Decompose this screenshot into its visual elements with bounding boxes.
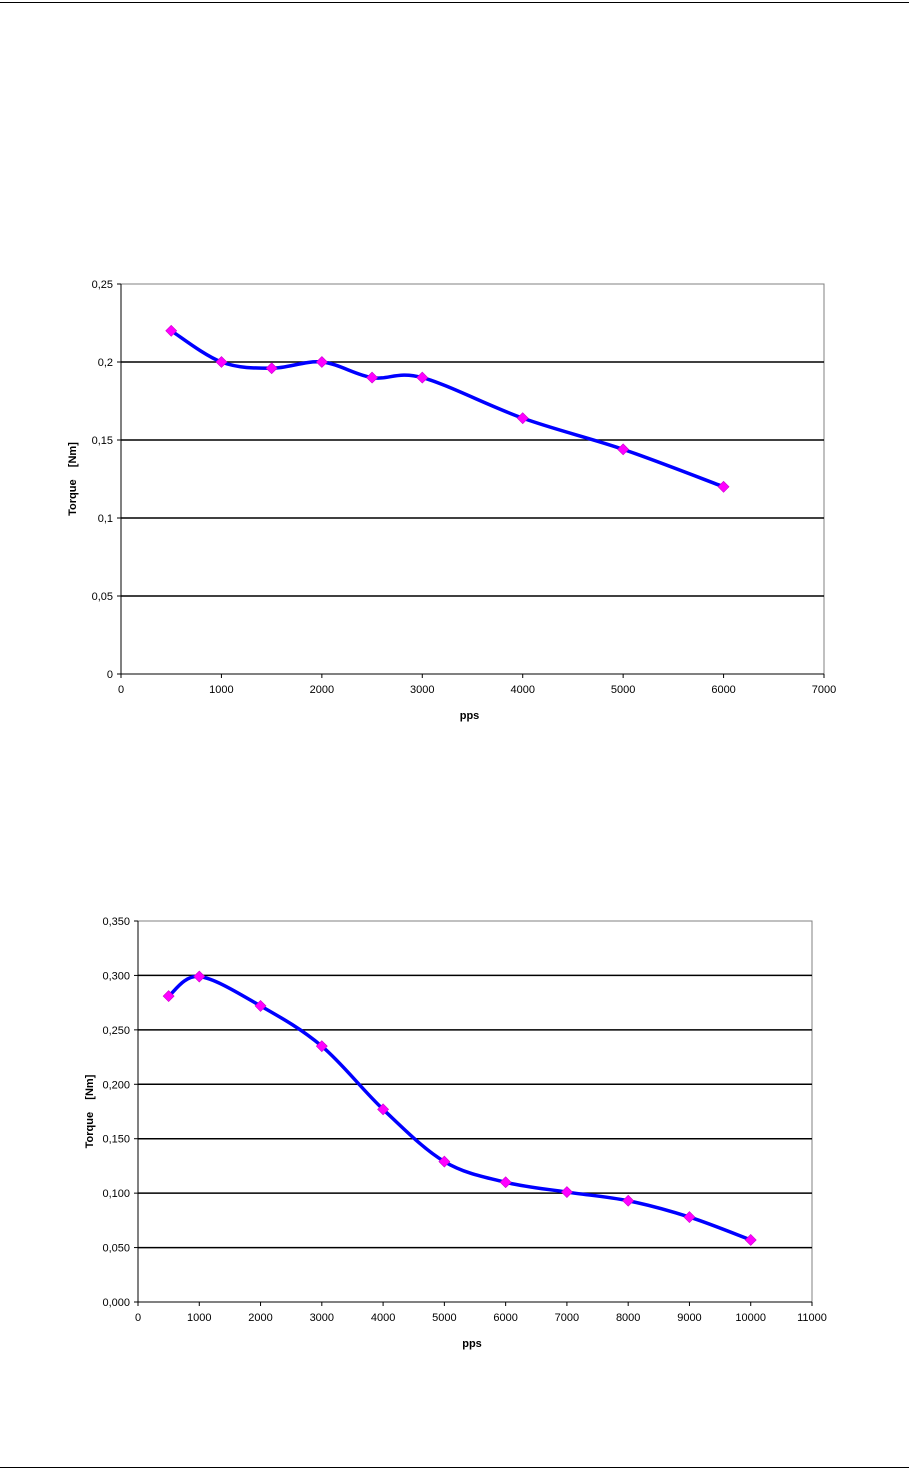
x-tick-label: 7000 xyxy=(555,1312,579,1324)
x-tick-label: 4000 xyxy=(371,1312,395,1324)
x-tick-label: 0 xyxy=(118,684,124,696)
x-tick-label: 6000 xyxy=(493,1312,517,1324)
data-point-marker xyxy=(683,1211,696,1224)
x-tick-label: 9000 xyxy=(677,1312,701,1324)
data-point-marker xyxy=(162,990,175,1003)
data-point-marker xyxy=(377,1103,390,1116)
data-point-marker xyxy=(560,1186,573,1198)
y-tick-label: 0,1 xyxy=(98,513,113,525)
y-tick-label: 0,05 xyxy=(92,591,113,603)
data-point-marker xyxy=(265,362,278,375)
y-tick-label: 0,350 xyxy=(102,916,130,928)
x-tick-label: 2000 xyxy=(310,684,334,696)
x-tick-label: 2000 xyxy=(248,1312,272,1324)
data-point-marker xyxy=(516,412,529,425)
x-tick-label: 8000 xyxy=(616,1312,640,1324)
x-tick-label: 3000 xyxy=(310,1312,334,1324)
data-point-marker xyxy=(215,356,228,368)
y-tick-label: 0,100 xyxy=(102,1188,130,1200)
data-point-marker xyxy=(366,371,378,384)
page-bottom-rule xyxy=(0,1467,909,1468)
data-point-marker xyxy=(622,1194,635,1207)
x-tick-label: 5000 xyxy=(611,684,635,696)
x-tick-label: 4000 xyxy=(510,684,534,696)
data-point-marker xyxy=(416,371,429,384)
x-axis-title: pps xyxy=(462,1338,482,1350)
data-point-marker xyxy=(438,1155,451,1168)
plot-area xyxy=(137,920,813,1303)
x-tick-label: 7000 xyxy=(812,684,836,696)
torque-chart-1: 0 0,05 0,1 0,15 0,2 0,25 0 1000 2000 3000 4000 5000… xyxy=(67,279,836,722)
x-tick-label: 11000 xyxy=(797,1312,827,1324)
x-tick-label: 0 xyxy=(135,1312,141,1324)
x-tick-label: 6000 xyxy=(711,684,735,696)
y-tick-label: 0,300 xyxy=(102,970,130,982)
data-point-marker xyxy=(165,324,178,337)
x-tick-label: 1000 xyxy=(209,684,233,696)
y-tick-label: 0,150 xyxy=(102,1134,130,1146)
y-tick-label: 0,15 xyxy=(92,435,113,447)
data-point-marker xyxy=(315,1040,328,1053)
data-point-marker xyxy=(717,480,730,493)
y-tick-label: 0,000 xyxy=(102,1297,130,1309)
page-top-rule xyxy=(0,2,909,3)
data-point-marker xyxy=(315,356,328,368)
y-tick-label: 0,25 xyxy=(92,279,113,291)
y-axis-title: Torque [Nm] xyxy=(67,442,79,516)
x-axis-title: pps xyxy=(460,710,480,722)
data-point-marker xyxy=(617,443,630,456)
y-tick-label: 0,050 xyxy=(102,1243,130,1255)
x-tick-label: 3000 xyxy=(410,684,434,696)
series-line xyxy=(166,974,753,1242)
y-tick-label: 0 xyxy=(107,669,113,681)
x-tick-label: 10000 xyxy=(735,1312,766,1324)
data-point-marker xyxy=(744,1234,757,1246)
y-tick-label: 0,2 xyxy=(98,357,113,369)
y-tick-label: 0,250 xyxy=(102,1025,130,1037)
data-point-marker xyxy=(254,999,267,1012)
data-point-marker xyxy=(193,970,206,983)
y-tick-label: 0,200 xyxy=(102,1079,130,1091)
x-tick-label: 5000 xyxy=(432,1312,456,1324)
x-tick-label: 1000 xyxy=(187,1312,211,1324)
data-point-marker xyxy=(499,1176,512,1189)
series-line xyxy=(169,329,726,489)
y-axis-title: Torque [Nm] xyxy=(84,1074,96,1148)
